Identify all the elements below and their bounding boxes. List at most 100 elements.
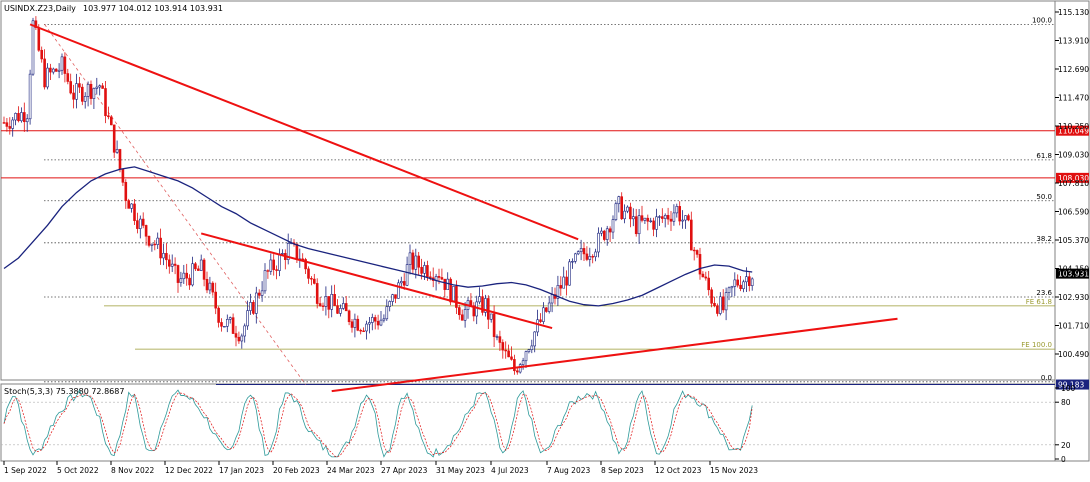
candle-body bbox=[20, 112, 23, 122]
candle-body bbox=[327, 296, 331, 310]
candle-body bbox=[350, 321, 354, 328]
candle-body bbox=[457, 307, 461, 316]
candle-body bbox=[631, 216, 635, 220]
candle-body bbox=[144, 225, 148, 237]
candle-body bbox=[391, 294, 394, 302]
candle-body bbox=[666, 215, 670, 220]
candle-body bbox=[727, 287, 731, 293]
candle-body bbox=[701, 273, 705, 278]
candle-body bbox=[208, 282, 212, 291]
stoch-tick-label: 0 bbox=[1061, 455, 1066, 464]
candle-body bbox=[339, 308, 342, 314]
candle-body bbox=[368, 322, 371, 325]
candle-body bbox=[237, 336, 241, 342]
y-tick-label: 104.150 bbox=[1058, 265, 1089, 274]
candle-body bbox=[205, 279, 209, 291]
candle-body bbox=[365, 323, 368, 332]
candle-body bbox=[721, 296, 725, 311]
candle-body bbox=[46, 67, 49, 88]
candle-body bbox=[278, 253, 281, 271]
x-tick-label: 31 May 2023 bbox=[436, 466, 485, 475]
candle-body bbox=[417, 255, 421, 268]
candle-body bbox=[710, 289, 713, 304]
candle-body bbox=[521, 360, 525, 365]
candle-body bbox=[547, 302, 551, 312]
moving-average-line bbox=[3, 166, 753, 307]
price-tag-label: 99.183 bbox=[1058, 381, 1084, 390]
candle-body bbox=[28, 73, 32, 120]
candle-body bbox=[72, 92, 75, 100]
candle-body bbox=[214, 291, 217, 309]
candle-body bbox=[582, 248, 586, 255]
fib-level-label: 23.6 bbox=[1036, 289, 1052, 297]
candle-body bbox=[156, 237, 159, 245]
candle-body bbox=[243, 325, 246, 337]
candle-body bbox=[498, 336, 502, 343]
candle-body bbox=[684, 215, 687, 221]
candle-body bbox=[321, 305, 325, 307]
candle-body bbox=[405, 264, 409, 286]
candle-body bbox=[286, 243, 290, 260]
candle-body bbox=[98, 85, 101, 88]
candle-body bbox=[515, 370, 519, 373]
candle-body bbox=[626, 206, 629, 212]
candle-body bbox=[89, 83, 93, 99]
x-tick-label: 17 Jan 2023 bbox=[219, 466, 264, 475]
candle-body bbox=[43, 58, 46, 88]
candle-body bbox=[185, 272, 188, 279]
candle-body bbox=[211, 282, 215, 293]
candle-body bbox=[127, 200, 130, 209]
candle-body bbox=[188, 277, 191, 286]
fib-level-label: 38.2 bbox=[1036, 235, 1052, 243]
candle-body bbox=[562, 276, 566, 289]
candle-body bbox=[394, 294, 397, 299]
candle-body bbox=[629, 206, 632, 220]
y-tick-label: 115.130 bbox=[1058, 8, 1089, 17]
candle-body bbox=[402, 281, 406, 286]
candle-body bbox=[115, 149, 119, 153]
x-tick-label: 4 Jul 2023 bbox=[491, 466, 529, 475]
candle-body bbox=[220, 322, 223, 327]
x-tick-label: 20 Feb 2023 bbox=[273, 466, 320, 475]
candle-body bbox=[362, 330, 365, 332]
candle-body bbox=[118, 149, 122, 170]
stoch-k-line bbox=[3, 389, 753, 458]
stoch-tick-label: 100 bbox=[1061, 384, 1076, 393]
candle-body bbox=[739, 284, 742, 290]
candle-body bbox=[669, 218, 673, 222]
candle-body bbox=[597, 232, 600, 253]
candle-body bbox=[81, 86, 84, 102]
candle-body bbox=[501, 342, 505, 351]
candle-body bbox=[263, 270, 267, 292]
candle-body bbox=[573, 253, 577, 262]
candle-body bbox=[718, 296, 722, 314]
candle-body bbox=[689, 219, 693, 251]
candle-body bbox=[692, 249, 696, 252]
y-tick-label: 105.370 bbox=[1058, 236, 1089, 245]
candle-body bbox=[510, 356, 513, 360]
candle-body bbox=[249, 302, 252, 311]
candle-body bbox=[724, 292, 728, 311]
candle-body bbox=[481, 296, 484, 313]
y-tick-label: 111.470 bbox=[1058, 94, 1089, 103]
candle-body bbox=[643, 217, 647, 221]
price-tag bbox=[1056, 172, 1089, 183]
candle-body bbox=[658, 216, 661, 218]
symbol-title: USINDX.Z23,Daily bbox=[4, 4, 76, 13]
candle-body bbox=[640, 215, 644, 221]
candle-body bbox=[83, 95, 87, 102]
candle-body bbox=[240, 335, 244, 342]
candle-body bbox=[568, 261, 571, 286]
candle-body bbox=[228, 317, 232, 320]
candle-body bbox=[663, 215, 667, 219]
candle-body bbox=[356, 318, 360, 331]
candle-body bbox=[530, 345, 534, 350]
x-tick-label: 5 Oct 2022 bbox=[57, 466, 99, 475]
candle-body bbox=[124, 182, 128, 201]
candle-body bbox=[698, 254, 702, 275]
stoch-label: Stoch(5,3,3) 75.3880 72.8687 bbox=[4, 387, 124, 396]
candle-body bbox=[234, 333, 238, 338]
candle-body bbox=[170, 263, 174, 267]
candle-body bbox=[78, 83, 81, 88]
